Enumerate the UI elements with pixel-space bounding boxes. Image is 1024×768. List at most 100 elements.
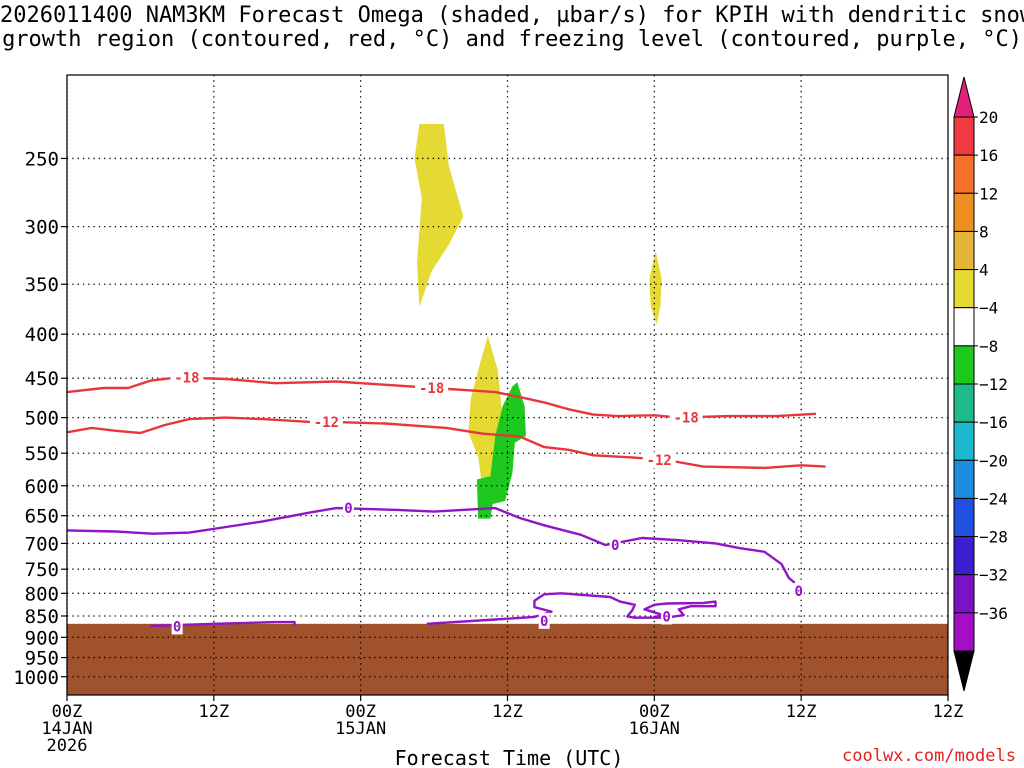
contour-label-dgz-minus-18-0: -18 [174,370,199,386]
terrain-layer [67,623,948,695]
contour-label-bg-dgz-minus-18-1 [415,380,449,397]
shade-omega-positive-mid [468,336,503,516]
shade-omega-negative [476,382,526,519]
y-tick-label-1000: 1000 [13,667,59,689]
colorbar-band-4 [953,269,975,309]
y-tick-label-450: 450 [25,368,59,390]
y-tick-label-600: 600 [25,476,59,498]
credit-text: coolwx.com/models [842,746,1016,766]
contour-label-bg-dgz-minus-18-0 [170,369,204,386]
colorbar-label-13: −36 [979,604,1008,623]
contour-label-bg-freezing-level-0-0 [342,500,354,517]
y-tick-label-850: 850 [25,606,59,628]
contour-label-freezing-level-0-lower-left-0: 0 [173,619,181,635]
y-tick-label-750: 750 [25,559,59,581]
colorbar-band-13 [953,612,975,652]
contour-dgz-minus-12 [66,416,826,470]
x-tick-label-24-0: 00Z [639,702,670,722]
contour-label-bg-freezing-level-0-lower-right-0 [538,612,550,629]
colorbar-label-10: −24 [979,489,1008,508]
colorbar-label-1: 16 [979,146,998,165]
axes-layer: 2503003504004505005506006507007508008509… [13,74,964,756]
colorbar-band-6 [953,345,975,385]
colorbar-band-5 [953,307,975,347]
colorbar-band-3 [953,230,975,271]
y-tick-label-650: 650 [25,506,59,528]
colorbar: 20 16 12 8 4 −4 −8 −12 −16 −20 −24 −28 −32 −36 [953,76,1008,692]
colorbar-label-7: −12 [979,375,1008,394]
colorbar-band-1 [953,154,975,194]
colorbar-label-9: −20 [979,451,1008,470]
contour-label-bg-freezing-level-0-1 [609,536,621,553]
y-tick-label-900: 900 [25,627,59,649]
contour-label-dgz-minus-18-2: -18 [673,411,698,427]
colorbar-label-0: 20 [979,108,998,127]
contour-label-bg-freezing-level-0-lower-right-1 [661,608,673,625]
contour-layer: -18 -18 -18 -12 -12 0 0 0 0 0 0 [66,369,826,635]
colorbar-label-6: −8 [979,337,998,356]
colorbar-band-12 [953,574,975,614]
y-tick-label-500: 500 [25,408,59,430]
colorbar-label-2: 12 [979,184,998,203]
colorbar-label-8: −16 [979,413,1008,432]
x-tick-label-36-0: 12Z [933,702,964,722]
colorbar-band-9 [953,459,975,499]
x-tick-label-0-0: 00Z [52,702,83,722]
title-line-1: 2026011400 NAM3KM Forecast Omega (shaded… [0,3,1024,28]
contour-freezing-level-0-lower-right [426,592,717,625]
x-tick-label-0-1: 14JAN [41,719,92,739]
y-tick-label-300: 300 [25,217,59,239]
colorbar-band-0 [953,116,975,156]
colorbar-band-10 [953,497,975,538]
y-tick-label-400: 400 [25,324,59,346]
contour-label-freezing-level-0-0: 0 [344,501,352,517]
x-tick-label-12-0: 00Z [345,702,376,722]
contour-label-dgz-minus-12-0: -12 [314,415,339,431]
x-tick-label-30-0: 12Z [786,702,817,722]
title-line-2: growth region (contoured, red, °C) and f… [2,27,1022,52]
colorbar-label-12: −32 [979,566,1008,585]
contour-label-bg-freezing-level-0-lower-left-0 [171,618,183,635]
omega-shaded-layer [414,124,662,519]
contour-label-freezing-level-0-2: 0 [795,584,803,600]
colorbar-label-3: 8 [979,222,989,241]
x-tick-label-12-1: 15JAN [335,719,386,739]
chart-title: 2026011400 NAM3KM Forecast Omega (shaded… [0,4,1024,52]
contour-label-dgz-minus-18-1: -18 [419,381,444,397]
colorbar-bottom-arrow [953,650,975,692]
x-tick-label-6-0: 12Z [198,702,229,722]
colorbar-band-8 [953,421,975,461]
terrain-fill [67,623,948,695]
grid-layer [67,75,948,695]
colorbar-band-11 [953,536,975,576]
contour-freezing-level-0 [66,506,798,592]
contour-label-freezing-level-0-lower-right-1: 0 [662,609,670,625]
colorbar-top-arrow [953,76,975,118]
x-tick-label-24-1: 16JAN [629,719,680,739]
contour-label-dgz-minus-12-1: -12 [647,453,672,469]
x-tick-label-0-2: 2026 [47,736,88,756]
x-axis-label: Forecast Time (UTC) [395,746,624,768]
colorbar-label-5: −4 [979,299,998,318]
contour-label-freezing-level-0-1: 0 [611,538,619,554]
contour-label-bg-freezing-level-0-2 [793,582,805,599]
colorbar-label-11: −28 [979,528,1008,547]
colorbar-label-4: 4 [979,261,989,280]
contour-label-freezing-level-0-lower-right-0: 0 [540,614,548,630]
contour-label-bg-dgz-minus-18-2 [669,409,703,426]
contour-label-bg-dgz-minus-12-1 [642,451,676,468]
y-tick-label-550: 550 [25,443,59,465]
x-tick-label-18-0: 12Z [492,702,523,722]
y-tick-label-700: 700 [25,533,59,555]
colorbar-band-2 [953,192,975,232]
shade-omega-positive-upper [414,124,464,307]
colorbar-band-7 [953,383,975,423]
contour-label-bg-dgz-minus-12-0 [309,414,343,431]
y-tick-label-800: 800 [25,583,59,605]
contour-freezing-level-0-lower-left [150,620,296,628]
y-tick-label-950: 950 [25,648,59,670]
shade-omega-positive-small [649,250,662,325]
y-tick-label-250: 250 [25,148,59,170]
y-tick-label-350: 350 [25,274,59,296]
